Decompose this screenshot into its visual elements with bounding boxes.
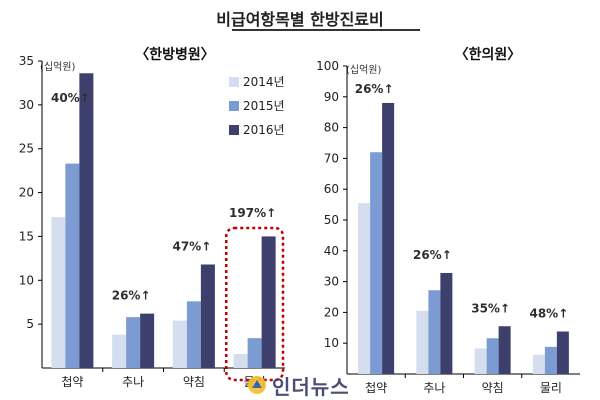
title-underline <box>232 29 420 31</box>
category-label: 물리 <box>540 381 562 395</box>
legend-label: 2015년 <box>243 99 285 113</box>
y-tick-label: 40 <box>324 244 339 258</box>
y-tick-label: 20 <box>19 186 34 200</box>
bar <box>79 73 94 368</box>
bar <box>186 301 201 368</box>
bar <box>126 317 141 368</box>
y-tick-label: 5 <box>26 317 34 331</box>
category-label: 추나 <box>122 375 144 389</box>
bar <box>51 217 66 368</box>
legend-label: 2016년 <box>243 123 285 137</box>
legend-label: 2014년 <box>243 75 285 89</box>
bar <box>486 338 499 374</box>
category-label: 첩약 <box>61 374 83 389</box>
bar <box>428 290 441 374</box>
bar <box>358 203 371 374</box>
y-tick-label: 10 <box>19 273 34 287</box>
growth-annotation: 47%↑ <box>172 239 211 253</box>
y-tick-label: 50 <box>324 213 339 227</box>
unit-label: (십억원) <box>40 61 76 73</box>
y-tick-label: 90 <box>324 90 339 104</box>
bar <box>382 102 395 375</box>
bar <box>556 331 569 374</box>
growth-annotation: 26%↑ <box>355 82 394 96</box>
bar <box>370 152 383 374</box>
y-tick-label: 35 <box>19 54 34 68</box>
watermark: 인더뉴스 <box>246 372 350 399</box>
growth-annotation: 35%↑ <box>471 301 510 315</box>
bar <box>247 338 262 368</box>
bar <box>172 320 187 368</box>
y-tick-label: 10 <box>324 336 339 350</box>
bar <box>474 348 487 374</box>
category-label: 약침 <box>482 380 504 395</box>
page-title: 비급여항목별 한방진료비 <box>216 10 384 29</box>
category-label: 약침 <box>183 374 205 389</box>
y-tick-label: 70 <box>324 151 339 165</box>
logo-icon <box>248 376 266 394</box>
legend-swatch <box>229 77 239 87</box>
y-tick-label: 60 <box>324 182 339 196</box>
category-label: 추나 <box>423 381 445 395</box>
bar <box>261 236 276 368</box>
legend-swatch <box>229 125 239 135</box>
legend-swatch <box>229 101 239 111</box>
bar <box>65 163 80 368</box>
growth-annotation: 197%↑ <box>229 206 276 220</box>
growth-annotation: 48%↑ <box>529 306 568 320</box>
watermark-text: 인더뉴스 <box>272 374 350 399</box>
bar <box>498 326 511 374</box>
growth-annotation: 26%↑ <box>112 289 151 303</box>
y-tick-label: 25 <box>19 142 34 156</box>
y-tick-label: 100 <box>316 59 339 73</box>
y-tick-label: 80 <box>324 121 339 135</box>
bar <box>140 313 155 368</box>
bar <box>440 272 453 374</box>
bar <box>200 264 215 368</box>
chart-title: 〈한방병원〉 <box>135 46 215 63</box>
category-label: 첩약 <box>365 380 387 395</box>
chart-title: 〈한의원〉 <box>455 46 522 63</box>
y-tick-label: 15 <box>19 229 34 243</box>
growth-annotation: 40%↑ <box>51 91 90 105</box>
bar <box>416 310 429 374</box>
y-tick-label: 20 <box>324 305 339 319</box>
growth-annotation: 26%↑ <box>413 248 452 262</box>
bar <box>112 334 127 368</box>
bar <box>544 346 557 374</box>
unit-label: (십억원) <box>346 64 382 76</box>
y-tick-label: 30 <box>324 275 339 289</box>
y-tick-label: 30 <box>19 98 34 112</box>
bar <box>233 353 248 368</box>
bar <box>532 354 545 374</box>
